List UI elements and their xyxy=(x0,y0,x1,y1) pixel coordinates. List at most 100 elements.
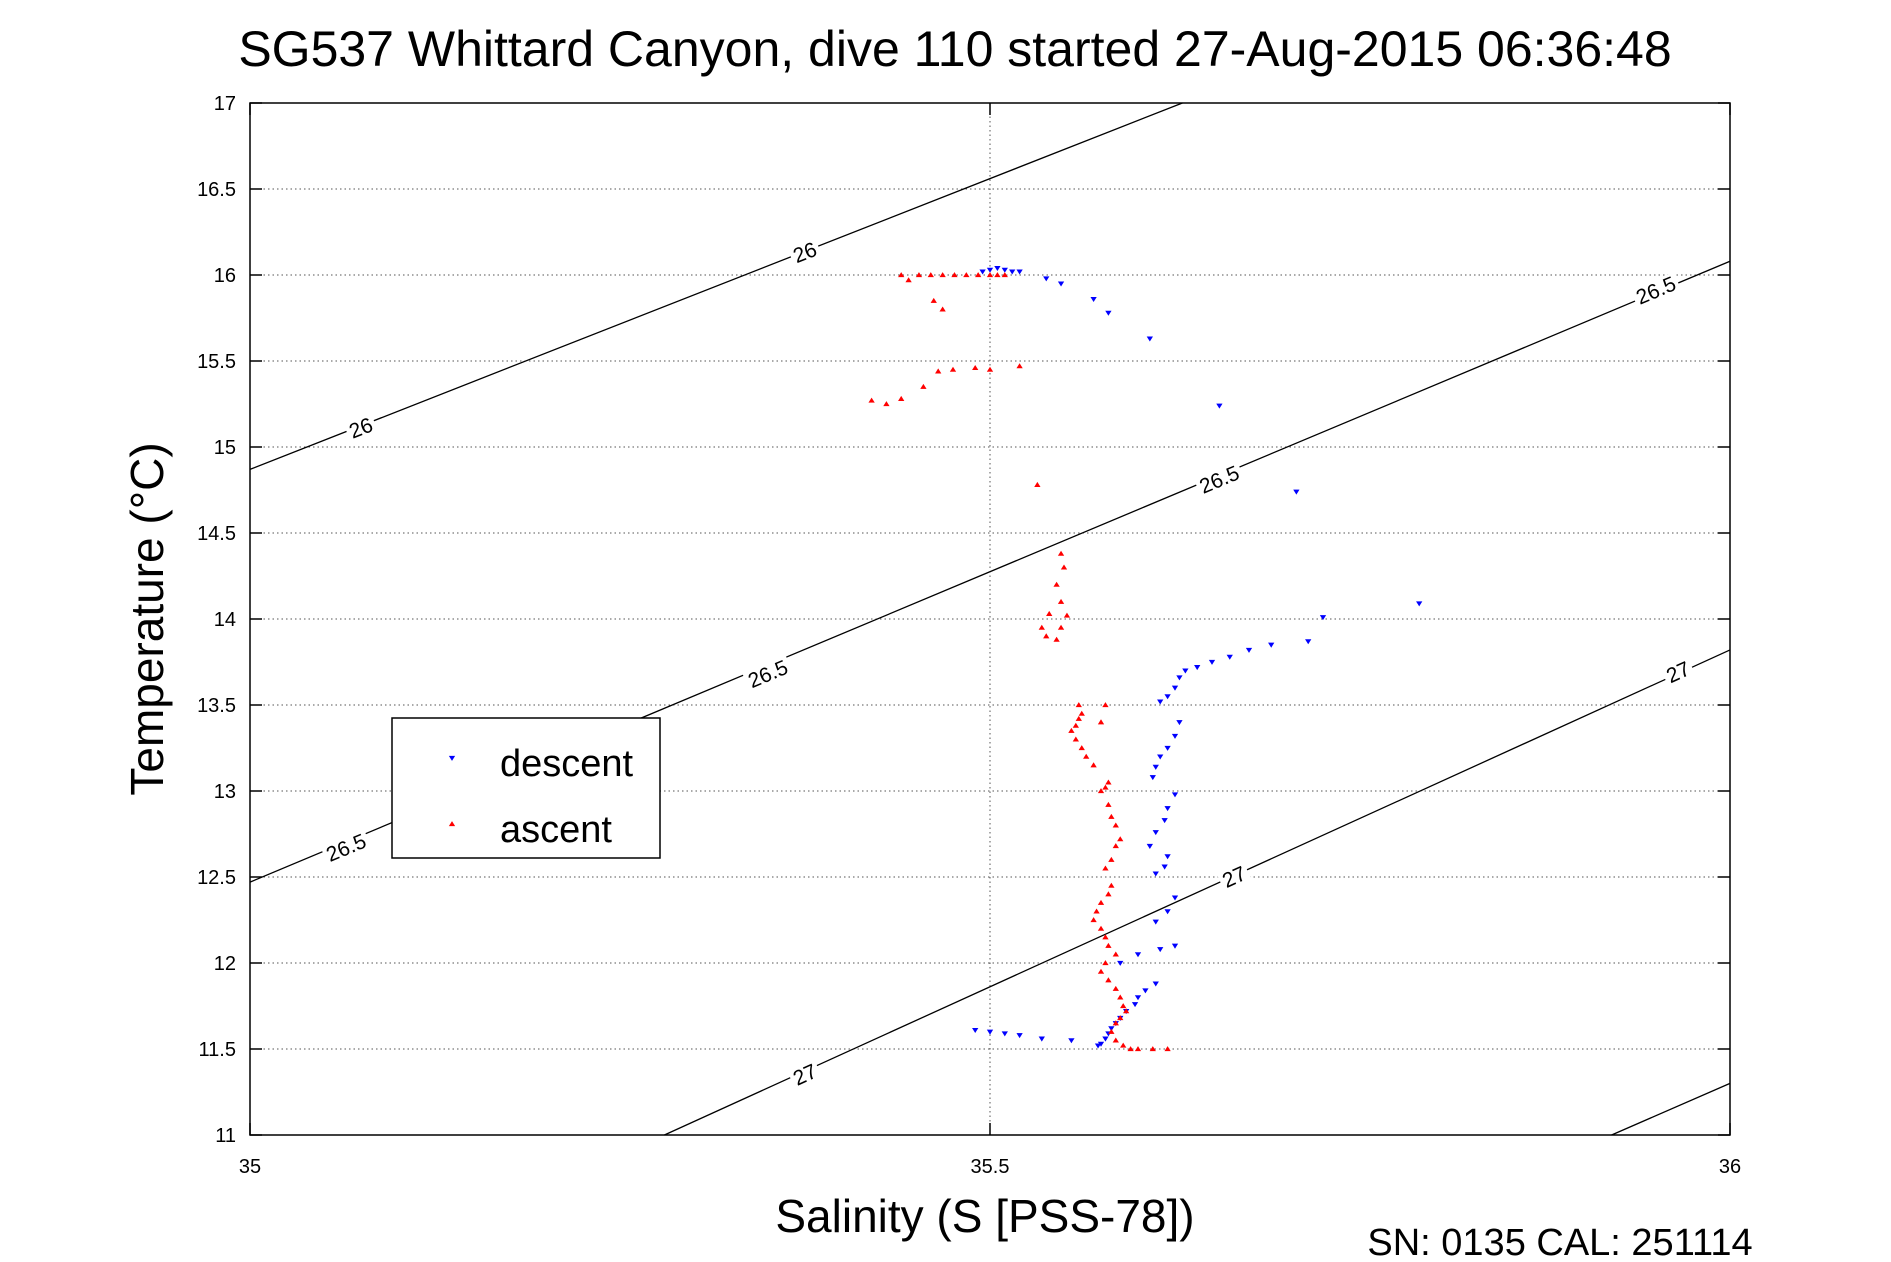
descent-point xyxy=(1157,754,1164,760)
ascent-point xyxy=(1001,272,1008,278)
descent-point xyxy=(1171,733,1179,739)
ascent-point xyxy=(1053,636,1060,642)
ascent-point xyxy=(927,272,934,278)
descent-point xyxy=(1146,336,1153,342)
chart-title: SG537 Whittard Canyon, dive 110 started … xyxy=(238,21,1671,77)
ascent-point xyxy=(1112,1037,1119,1043)
ascent-point xyxy=(1038,624,1045,630)
ascent-point xyxy=(1097,925,1105,931)
y-tick-label: 13.5 xyxy=(197,695,236,717)
ascent-point xyxy=(1034,481,1041,487)
ascent-point xyxy=(1105,977,1112,983)
ascent-point xyxy=(930,297,937,303)
descent-point xyxy=(1176,675,1183,681)
descent-point xyxy=(986,1029,994,1035)
y-tick-label: 11 xyxy=(215,1125,236,1147)
y-tick-label: 15 xyxy=(214,437,236,459)
descent-point xyxy=(1157,699,1164,705)
descent-point xyxy=(1305,639,1312,645)
ascent-point xyxy=(951,272,958,278)
descent-point xyxy=(1171,943,1179,949)
descent-point xyxy=(1245,647,1253,653)
ascent-point xyxy=(1075,715,1082,721)
density-contour-label-bg xyxy=(1660,657,1697,689)
ascent-point xyxy=(1053,581,1060,587)
ascent-point xyxy=(1134,1046,1142,1052)
descent-point xyxy=(1068,1038,1075,1044)
ascent-point xyxy=(1123,1008,1130,1014)
x-tick-label: 35.5 xyxy=(971,1156,1010,1178)
descent-point xyxy=(1268,642,1275,648)
ascent-point xyxy=(1060,564,1068,570)
descent-point xyxy=(1001,267,1008,273)
descent-point xyxy=(1157,947,1164,953)
x-tick-label: 36 xyxy=(1719,1156,1741,1178)
descent-point xyxy=(1171,685,1179,691)
legend-label-ascent: ascent xyxy=(500,809,612,851)
ascent-point xyxy=(1075,702,1082,708)
ascent-point xyxy=(1016,363,1023,369)
ascent-point xyxy=(1090,762,1097,768)
descent-point xyxy=(1057,281,1065,287)
legend-marker-descent xyxy=(448,755,456,761)
ascent-point xyxy=(905,277,912,283)
density-contour-line xyxy=(249,102,1183,470)
ascent-point xyxy=(1164,1046,1171,1052)
ascent-point xyxy=(1112,1020,1119,1026)
descent-point xyxy=(1416,601,1423,607)
ascent-point xyxy=(1097,788,1105,794)
ascent-point xyxy=(1046,610,1053,616)
ascent-point xyxy=(883,401,890,407)
descent-point xyxy=(1152,871,1159,877)
descent-point xyxy=(1164,909,1171,915)
x-tick-label: 35 xyxy=(239,1156,261,1178)
ascent-point xyxy=(994,272,1001,278)
ascent-point xyxy=(1083,753,1090,759)
descent-point xyxy=(1090,296,1097,302)
ascent-point xyxy=(868,397,875,403)
legend-box xyxy=(391,717,661,859)
descent-point xyxy=(1226,654,1233,660)
descent-point xyxy=(1149,775,1156,781)
descent-point xyxy=(1161,864,1168,870)
density-contour-line xyxy=(664,649,1731,1136)
ascent-point xyxy=(1112,985,1119,991)
descent-point xyxy=(1001,1031,1008,1037)
descent-point xyxy=(1164,745,1171,751)
ascent-point xyxy=(898,395,905,401)
ascent-point xyxy=(1108,882,1115,888)
descent-point xyxy=(1043,276,1050,282)
density-contour-label-bg xyxy=(1216,861,1253,894)
ascent-point xyxy=(1057,550,1065,556)
descent-point xyxy=(1142,988,1149,994)
footer-serial: SN: 0135 CAL: 251114 xyxy=(1367,1222,1752,1262)
descent-point xyxy=(1146,843,1153,849)
descent-point xyxy=(979,269,986,275)
ascent-point xyxy=(1072,722,1079,728)
descent-point xyxy=(1105,310,1112,316)
ascent-point xyxy=(1057,598,1065,604)
descent-point xyxy=(1038,1036,1045,1042)
descent-point xyxy=(1164,854,1171,860)
descent-point xyxy=(1134,995,1142,1001)
ascent-point xyxy=(1093,908,1100,914)
descent-point xyxy=(1152,764,1159,770)
descent-point xyxy=(1009,269,1016,275)
ascent-point xyxy=(1112,843,1119,849)
density-contour-label-bg xyxy=(787,1059,823,1091)
descent-point xyxy=(1094,1043,1102,1049)
ascent-point xyxy=(1105,779,1112,785)
density-contour-label-bg xyxy=(742,655,794,694)
ascent-point xyxy=(1102,865,1109,871)
ascent-point xyxy=(972,364,979,371)
descent-point xyxy=(1164,694,1171,700)
ascent-point xyxy=(1105,891,1112,897)
ascent-point xyxy=(1057,624,1065,630)
y-tick-label: 17 xyxy=(214,93,236,115)
ascent-point xyxy=(1090,917,1097,923)
descent-point xyxy=(1216,403,1223,409)
legend: descent ascent xyxy=(391,717,661,859)
y-tick-label: 13 xyxy=(214,781,236,803)
descent-point xyxy=(1117,960,1124,966)
